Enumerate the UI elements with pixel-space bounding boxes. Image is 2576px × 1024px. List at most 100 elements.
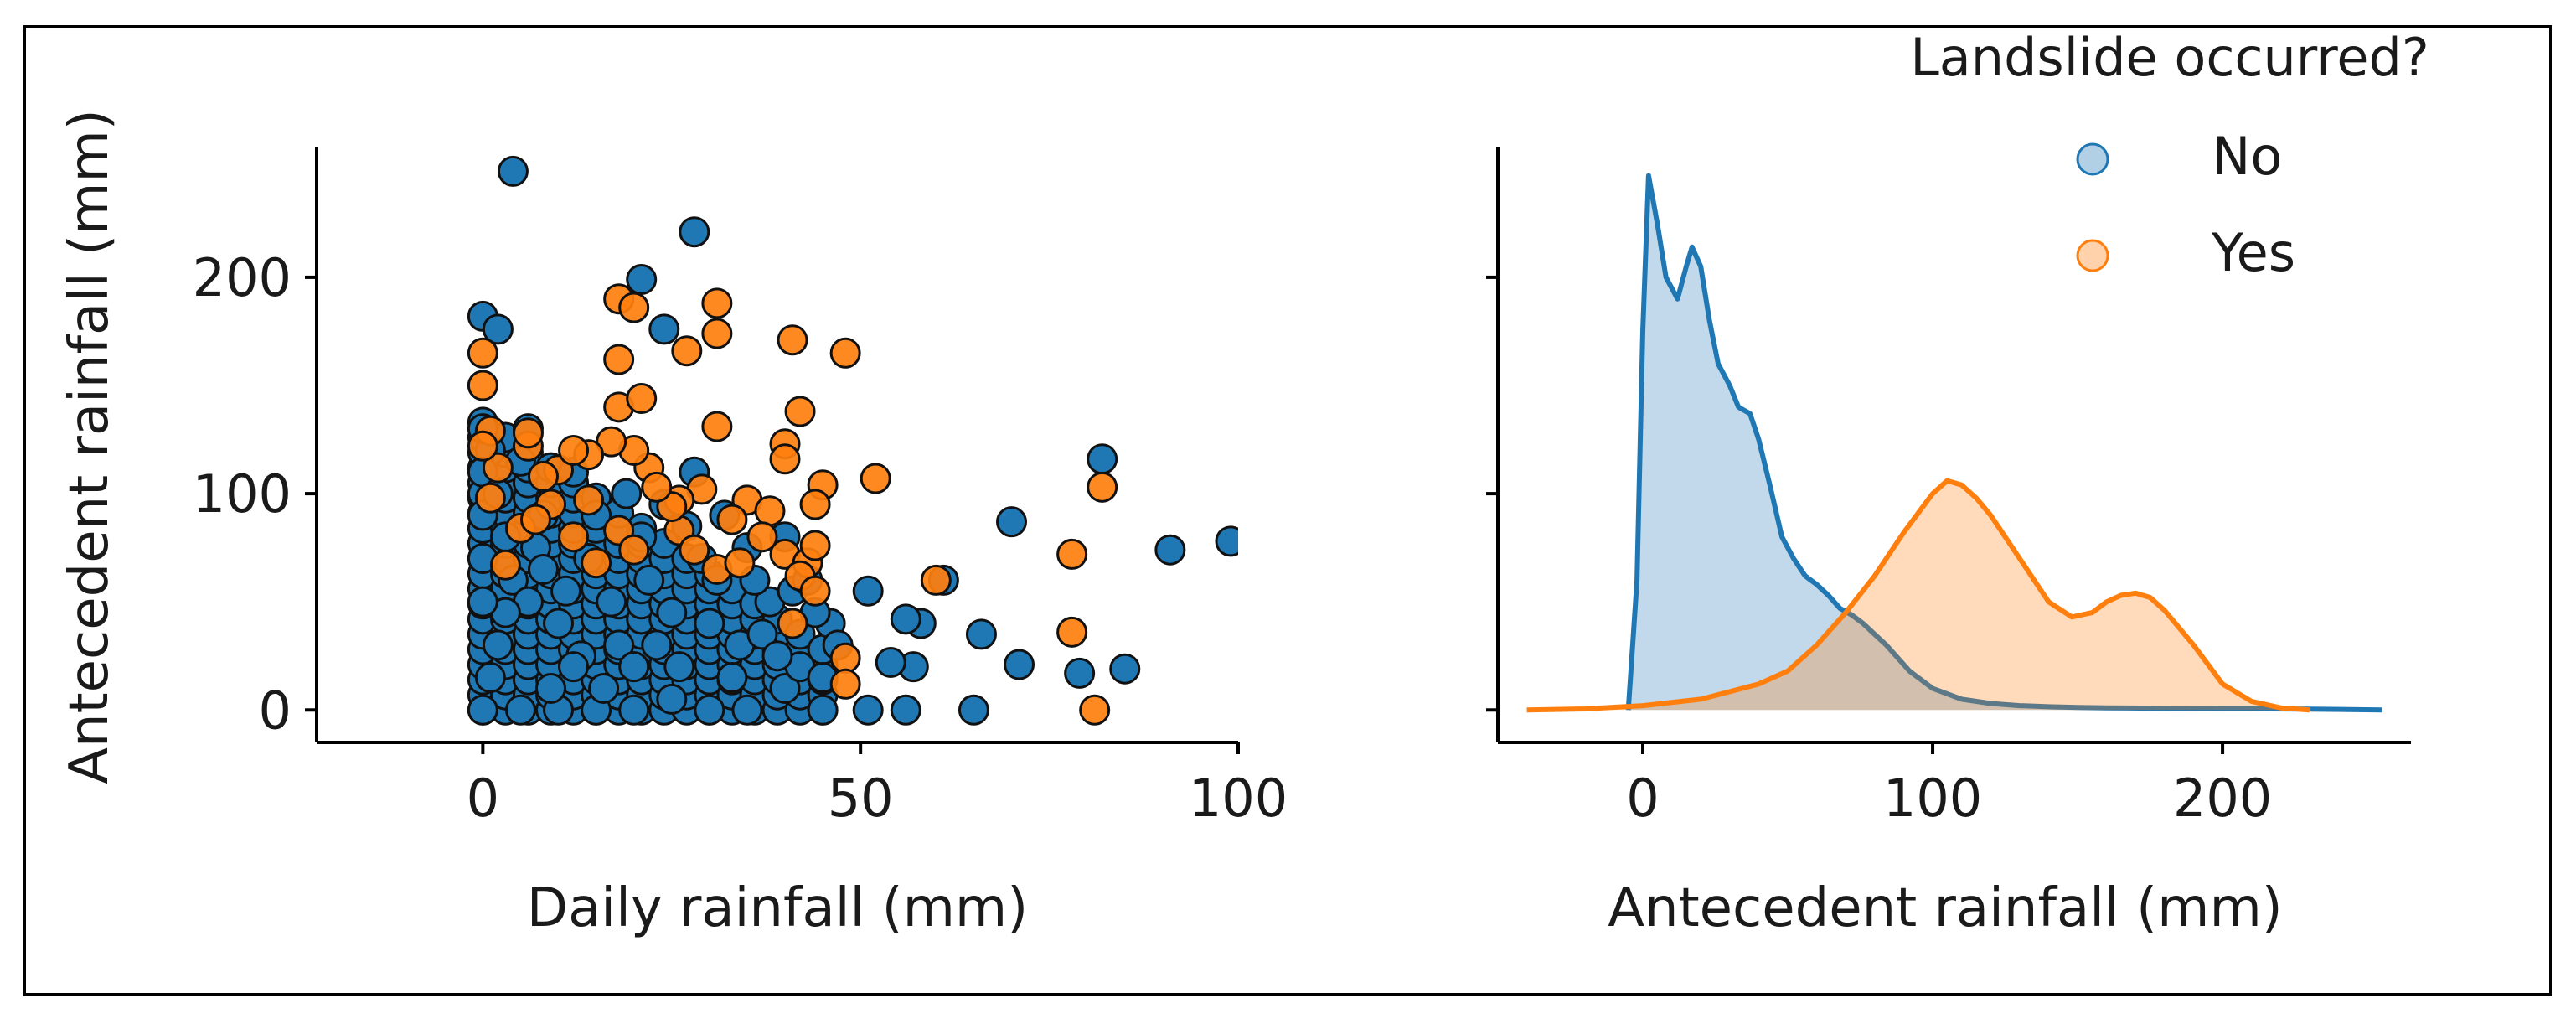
scatter-point-yes — [754, 495, 786, 527]
scatter-series-yes — [467, 283, 1118, 726]
scatter-point-yes — [581, 547, 612, 579]
scatter-point-yes — [799, 530, 831, 561]
scatter-point-yes — [519, 504, 551, 535]
scatter-point-no — [603, 629, 635, 661]
scatter-point-no — [890, 694, 921, 726]
scatter-point-no — [875, 646, 906, 678]
scatter-point-yes — [482, 452, 514, 484]
scatter-point-no — [504, 694, 536, 726]
left-x-axis-title: Daily rainfall (mm) — [527, 877, 1028, 939]
kde-curves — [1526, 173, 2382, 713]
scatter-point-no — [746, 618, 778, 650]
scatter-point-yes — [626, 382, 658, 414]
scatter-point-no — [958, 694, 989, 726]
scatter-point-no — [482, 629, 514, 661]
scatter-point-yes — [1056, 616, 1088, 648]
right-x-tick-label: 200 — [2173, 768, 2272, 829]
scatter-point-no — [588, 672, 620, 704]
scatter-point-yes — [829, 642, 861, 674]
kde-line-no — [1625, 173, 2382, 713]
scatter-point-yes — [777, 324, 808, 356]
kde-area-yes — [1526, 480, 2310, 711]
scatter-point-yes — [799, 489, 831, 520]
right-x-axis-title: Antecedent rainfall (mm) — [1608, 877, 2283, 939]
scatter-point-yes — [860, 463, 891, 494]
scatter-point-no — [694, 608, 725, 639]
left-x-tick-label: 100 — [1189, 768, 1288, 829]
scatter-point-yes — [512, 417, 544, 449]
scatter-point-no — [543, 608, 575, 639]
scatter-point-yes — [1079, 694, 1111, 726]
scatter-point-no — [550, 575, 582, 607]
scatter-point-no — [618, 694, 650, 726]
left-y-axis-title: Antecedent rainfall (mm) — [59, 109, 121, 784]
scatter-point-no — [679, 216, 710, 248]
scatter-point-no — [731, 694, 763, 726]
scatter-point-no — [761, 640, 793, 672]
scatter-point-yes — [829, 668, 861, 700]
scatter-point-no — [852, 694, 884, 726]
left-x-tick-label: 0 — [467, 768, 499, 829]
kde-panel: 0 100 200 Antecedent rainfall (mm) — [1486, 147, 2411, 939]
scatter-point-yes — [784, 396, 816, 427]
scatter-point-yes — [573, 484, 605, 516]
figure-frame — [23, 25, 2552, 996]
legend-label-no: No — [2212, 126, 2282, 187]
right-x-tick-label: 100 — [1883, 768, 1982, 829]
right-x-ticks: 0 100 200 — [1626, 742, 2272, 829]
scatter-series-no — [467, 155, 1238, 726]
scatter-point-yes — [558, 434, 590, 466]
scatter-point-yes — [467, 370, 498, 401]
scatter-point-yes — [920, 564, 952, 596]
scatter-point-no — [694, 694, 725, 726]
scatter-point-no — [535, 672, 567, 704]
scatter-point-yes — [679, 534, 710, 566]
scatter-point-yes — [716, 504, 748, 535]
scatter-panel: 0 50 100 0 100 200 Daily rainfall (mm) Antec… — [59, 109, 1288, 939]
left-x-tick-label: 50 — [828, 768, 894, 829]
scatter-point-no — [852, 575, 884, 607]
scatter-point-no — [1087, 443, 1118, 475]
scatter-point-yes — [746, 521, 778, 553]
scatter-point-no — [1109, 653, 1141, 685]
scatter-point-yes — [1056, 538, 1088, 570]
scatter-point-no — [996, 506, 1028, 538]
scatter-point-yes — [701, 318, 733, 349]
scatter-point-no — [596, 586, 627, 618]
scatter-point-no — [618, 651, 650, 683]
scatter-point-no — [641, 629, 673, 661]
scatter-point-yes — [777, 608, 808, 639]
scatter-point-no — [807, 694, 839, 726]
legend-title: Landslide occurred? — [1910, 27, 2429, 88]
scatter-point-yes — [701, 411, 733, 442]
scatter-point-no — [656, 683, 688, 715]
scatter-point-yes — [618, 292, 650, 323]
left-y-tick-label: 100 — [193, 463, 292, 525]
scatter-point-yes — [1087, 471, 1118, 503]
right-x-tick-label: 0 — [1626, 768, 1659, 829]
legend-marker-no — [2076, 142, 2109, 176]
left-x-ticks: 0 50 100 — [467, 742, 1288, 829]
scatter-point-yes — [724, 547, 756, 579]
scatter-point-yes — [799, 575, 831, 607]
scatter-point-no — [626, 263, 658, 295]
scatter-point-no — [558, 651, 590, 683]
legend: Landslide occurred? No Yes — [1910, 27, 2429, 283]
scatter-point-yes — [769, 443, 801, 475]
legend-label-yes: Yes — [2211, 222, 2295, 283]
scatter-point-yes — [671, 335, 703, 367]
scatter-point-yes — [618, 534, 650, 566]
right-y-ticks — [1486, 275, 1498, 712]
scatter-point-no — [467, 586, 498, 618]
scatter-point-no — [716, 662, 748, 694]
scatter-points — [467, 155, 1238, 726]
scatter-point-no — [527, 553, 559, 585]
scatter-point-yes — [467, 337, 498, 369]
scatter-point-no — [1154, 534, 1186, 566]
scatter-point-no — [890, 603, 921, 635]
scatter-point-yes — [527, 460, 559, 492]
scatter-point-no — [965, 618, 997, 650]
scatter-point-yes — [701, 287, 733, 319]
scatter-point-yes — [467, 430, 498, 462]
scatter-point-yes — [641, 471, 673, 503]
